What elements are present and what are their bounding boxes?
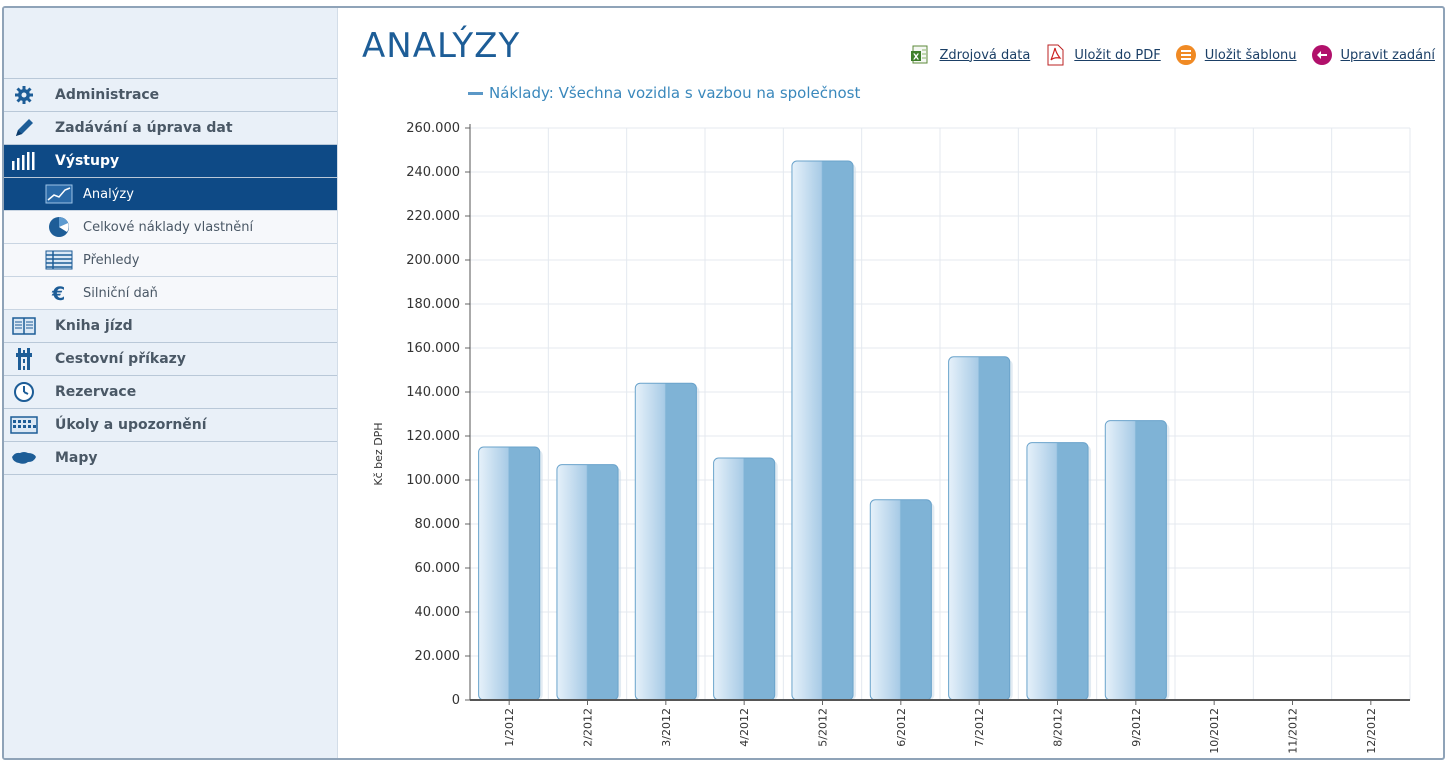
chart-axes: 0 20.000 40.000 60.000 80.000 100.000 120.000 1… (406, 121, 1410, 754)
x-tick-label: 11/2012 (1287, 708, 1300, 754)
sidebar-item-mapy[interactable]: Mapy (4, 442, 337, 475)
excel-icon: X (910, 44, 932, 66)
y-tick-label: 20.000 (415, 649, 461, 664)
gear-icon (4, 79, 44, 112)
x-tick-label: 12/2012 (1365, 708, 1378, 754)
y-tick-label: 60.000 (415, 561, 461, 576)
x-tick-label: 3/2012 (660, 708, 673, 747)
pie-chart-icon (39, 211, 79, 244)
x-tick-label: 5/2012 (817, 708, 830, 747)
page-title: ANALÝZY (362, 26, 521, 66)
source-data-link[interactable]: X Zdrojová data (910, 44, 1031, 66)
sidebar-item-zadavani[interactable]: Zadávání a úprava dat (4, 112, 337, 145)
chart-grid (470, 127, 1411, 701)
bar[interactable] (634, 382, 697, 701)
legend-label: Náklady: Všechna vozidla s vazbou na spo… (489, 84, 861, 102)
sidebar: Administrace Zadávání a úprava dat Výstu… (4, 8, 338, 758)
edit-query-label: Upravit zadání (1340, 47, 1435, 63)
y-tick-label: 140.000 (406, 385, 460, 400)
sidebar-subitem-label: Celkové náklady vlastnění (83, 219, 254, 235)
x-tick-label: 8/2012 (1052, 708, 1065, 747)
source-data-label: Zdrojová data (939, 47, 1031, 63)
pencil-icon (4, 112, 44, 145)
calendar-icon (4, 409, 44, 442)
pdf-icon (1044, 44, 1066, 66)
sidebar-item-label: Cestovní příkazy (55, 351, 186, 367)
save-pdf-link[interactable]: Uložit do PDF (1044, 44, 1161, 66)
x-tick-label: 4/2012 (738, 708, 751, 747)
table-icon (39, 244, 79, 277)
y-tick-label: 80.000 (415, 517, 461, 532)
sidebar-subitem-prehledy[interactable]: Přehledy (4, 244, 337, 277)
map-icon (4, 442, 44, 475)
x-tick-label: 7/2012 (973, 708, 986, 747)
x-tick-label: 9/2012 (1130, 708, 1143, 747)
line-chart-icon (39, 178, 79, 211)
y-tick-label: 220.000 (406, 209, 460, 224)
sidebar-subitem-celkove-naklady[interactable]: Celkové náklady vlastnění (4, 211, 337, 244)
svg-text:X: X (913, 53, 920, 62)
save-pdf-label: Uložit do PDF (1074, 47, 1161, 63)
bar[interactable] (713, 457, 776, 701)
sidebar-menu: Administrace Zadávání a úprava dat Výstu… (4, 78, 337, 475)
legend-swatch (468, 91, 483, 95)
bar[interactable] (1104, 420, 1167, 701)
sidebar-item-vystupy[interactable]: Výstupy (4, 145, 337, 178)
edit-query-link[interactable]: Upravit zadání (1311, 44, 1435, 66)
chart-bars (478, 160, 1170, 701)
back-arrow-icon (1311, 44, 1333, 66)
chart-legend[interactable]: Náklady: Všechna vozidla s vazbou na spo… (468, 84, 860, 102)
y-tick-label: 260.000 (406, 121, 460, 136)
sidebar-item-label: Kniha jízd (55, 318, 133, 334)
bar[interactable] (556, 464, 619, 701)
toolbar: X Zdrojová data Uložit do PDF Uložit šab… (896, 44, 1435, 66)
bar[interactable] (791, 160, 854, 701)
book-icon (4, 310, 44, 343)
save-template-label: Uložit šablonu (1204, 47, 1297, 63)
sidebar-item-ukoly[interactable]: Úkoly a upozornění (4, 409, 337, 442)
sidebar-item-label: Zadávání a úprava dat (55, 120, 233, 136)
svg-text:€: € (51, 283, 65, 304)
sidebar-subitem-label: Analýzy (83, 186, 134, 202)
y-axis-label: Kč bez DPH (372, 422, 385, 485)
sidebar-subitem-silnicni-dan[interactable]: € Silniční daň (4, 277, 337, 310)
x-tick-label: 2/2012 (582, 708, 595, 747)
sidebar-item-label: Administrace (55, 87, 160, 103)
y-tick-label: 120.000 (406, 429, 460, 444)
bar[interactable] (1026, 442, 1089, 701)
y-tick-label: 160.000 (406, 341, 460, 356)
sidebar-item-rezervace[interactable]: Rezervace (4, 376, 337, 409)
sidebar-item-kniha-jizd[interactable]: Kniha jízd (4, 310, 337, 343)
sidebar-item-label: Rezervace (55, 384, 137, 400)
bar[interactable] (869, 499, 932, 701)
sidebar-subitem-label: Přehledy (83, 252, 140, 268)
y-tick-label: 240.000 (406, 165, 460, 180)
bar[interactable] (948, 356, 1011, 701)
bar-chart-icon (4, 145, 44, 178)
y-tick-label: 100.000 (406, 473, 460, 488)
y-tick-label: 200.000 (406, 253, 460, 268)
y-tick-label: 180.000 (406, 297, 460, 312)
sidebar-item-label: Výstupy (55, 153, 120, 169)
sidebar-item-administrace[interactable]: Administrace (4, 79, 337, 112)
x-tick-label: 1/2012 (503, 708, 516, 747)
template-icon (1175, 44, 1197, 66)
sidebar-subitem-analyzy[interactable]: Analýzy (4, 178, 337, 211)
euro-icon: € (39, 277, 79, 310)
sidebar-item-label: Úkoly a upozornění (55, 417, 207, 433)
sidebar-subitem-label: Silniční daň (83, 285, 158, 301)
y-tick-label: 0 (452, 693, 460, 708)
road-icon (4, 343, 44, 376)
y-tick-label: 40.000 (415, 605, 461, 620)
x-tick-label: 6/2012 (895, 708, 908, 747)
x-tick-label: 10/2012 (1208, 708, 1221, 754)
bar[interactable] (478, 446, 541, 701)
save-template-link[interactable]: Uložit šablonu (1175, 44, 1297, 66)
sidebar-item-label: Mapy (55, 450, 98, 466)
sidebar-item-cestovni-prikazy[interactable]: Cestovní příkazy (4, 343, 337, 376)
bar-chart: 0 20.000 40.000 60.000 80.000 100.000 120.000 1… (372, 121, 1411, 754)
clock-icon (4, 376, 44, 409)
